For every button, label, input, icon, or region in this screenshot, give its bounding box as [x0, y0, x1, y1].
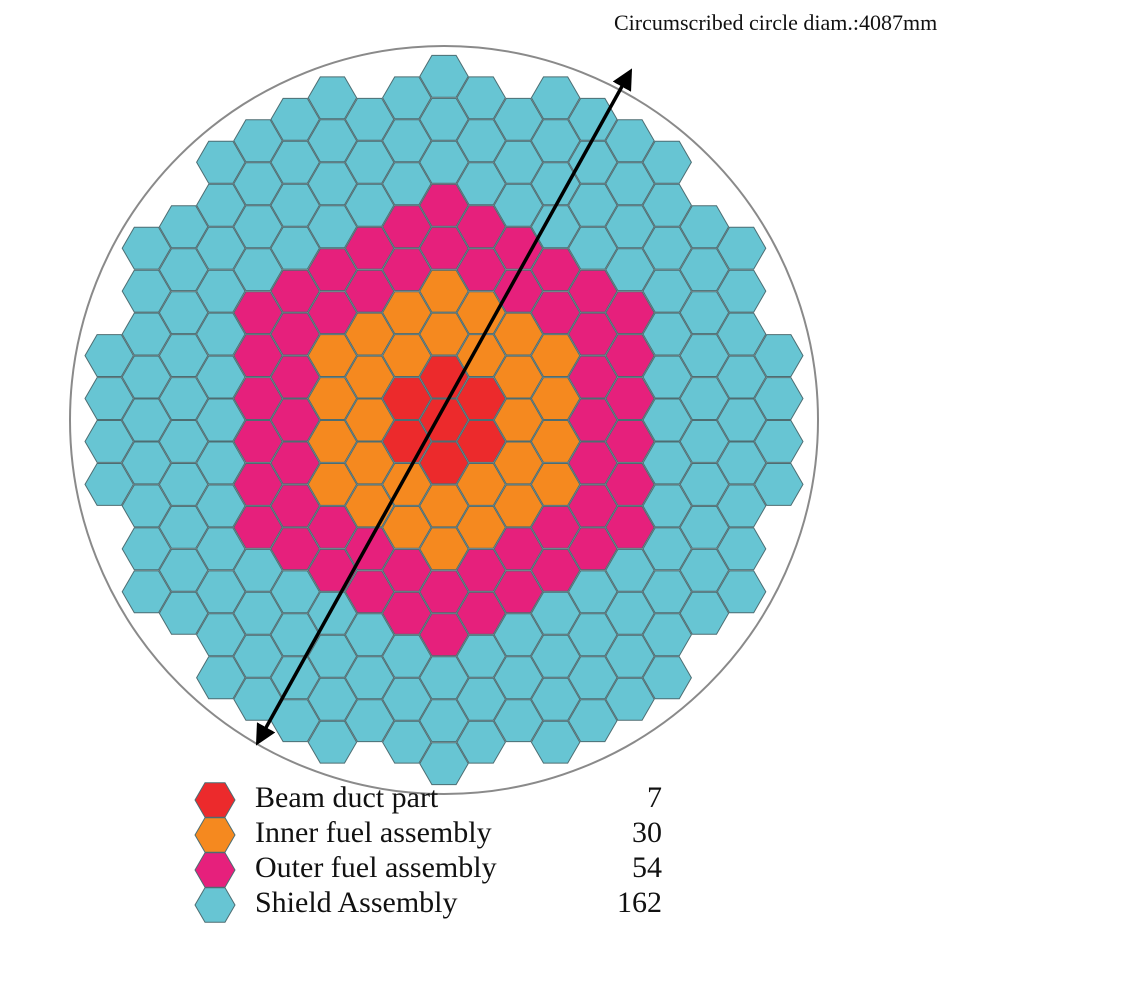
hex-cell	[158, 377, 209, 420]
hex-cell	[196, 484, 246, 528]
hex-cell	[196, 613, 246, 657]
hex-cell	[196, 312, 246, 356]
circumscribed-circle	[69, 45, 819, 795]
hex-cell	[716, 570, 767, 614]
legend-count: 30	[632, 816, 662, 849]
hex-cell	[679, 463, 730, 506]
hex-cell	[679, 548, 730, 592]
hex-grid	[84, 54, 804, 786]
legend-swatch	[194, 852, 236, 888]
hex-cell	[679, 377, 730, 420]
hex-cell	[196, 183, 246, 227]
hex-cell	[679, 505, 730, 549]
hex-cell	[84, 334, 134, 377]
hex-cell	[679, 420, 730, 463]
hex-cell	[84, 420, 134, 463]
hex-cell	[158, 591, 209, 635]
diameter-arrow	[255, 68, 633, 746]
hex-cell	[84, 463, 134, 506]
hex-cell	[642, 140, 692, 184]
hex-cell	[679, 591, 730, 635]
hex-cell	[196, 527, 246, 571]
legend-count: 7	[647, 781, 662, 814]
hex-cell	[158, 548, 209, 592]
hex-cell	[642, 226, 692, 270]
hex-cell	[196, 441, 246, 485]
hex-cell	[196, 140, 246, 184]
hex-cell	[121, 226, 172, 270]
hex-cell	[642, 527, 692, 571]
hex-cell	[158, 420, 209, 463]
hex-cell	[716, 269, 767, 313]
hex-cell	[716, 355, 767, 399]
hex-cell	[642, 269, 692, 313]
hex-cell	[716, 527, 767, 571]
hex-cell	[196, 570, 246, 614]
legend-label: Beam duct part	[255, 781, 439, 814]
hex-cell	[158, 291, 209, 335]
hex-cell	[754, 377, 804, 420]
legend-label: Inner fuel assembly	[255, 816, 492, 849]
hex-cell	[642, 312, 692, 356]
hex-cell	[716, 441, 767, 485]
hex-cell	[642, 441, 692, 485]
hex-cell	[121, 355, 172, 399]
annotation: Circumscribed circle diam.:4087mm	[614, 10, 937, 35]
hex-cell	[121, 527, 172, 571]
hex-cell	[121, 398, 172, 442]
hex-cell	[196, 355, 246, 399]
legend-count: 162	[617, 886, 662, 919]
hex-cell	[642, 484, 692, 528]
hex-cell	[196, 269, 246, 313]
hex-cell	[642, 183, 692, 227]
hex-cell	[716, 226, 767, 270]
hex-cell	[121, 441, 172, 485]
hex-cell	[121, 570, 172, 614]
hex-cell	[121, 269, 172, 313]
hex-cell	[754, 463, 804, 506]
legend-count: 54	[632, 851, 662, 884]
hex-cell	[196, 226, 246, 270]
hex-cell	[754, 334, 804, 377]
legend-swatch	[194, 782, 236, 818]
hex-cell	[679, 205, 730, 249]
legend-swatch	[194, 887, 236, 923]
hex-cell	[642, 656, 692, 700]
hex-cell	[158, 334, 209, 377]
hex-cell	[716, 312, 767, 356]
hex-cell	[754, 420, 804, 463]
hex-cell	[679, 334, 730, 377]
hex-cell	[158, 205, 209, 249]
hex-cell	[679, 248, 730, 292]
hex-cell	[158, 463, 209, 506]
legend-label: Shield Assembly	[255, 886, 458, 919]
legend-label: Outer fuel assembly	[255, 851, 497, 884]
legend-swatch	[194, 817, 236, 853]
hex-cell	[642, 613, 692, 657]
hex-cell	[121, 312, 172, 356]
hex-cell	[196, 656, 246, 700]
hex-cell	[84, 377, 134, 420]
hex-cell	[642, 398, 692, 442]
hex-cell	[716, 484, 767, 528]
hex-cell	[716, 398, 767, 442]
hex-cell	[642, 355, 692, 399]
hex-cell	[196, 398, 246, 442]
legend: Beam duct part 7 Inner fuel assembly 30 Oute…	[194, 781, 662, 923]
hex-cell	[158, 248, 209, 292]
hex-cell	[158, 505, 209, 549]
hex-cell	[642, 570, 692, 614]
hex-cell	[121, 484, 172, 528]
hex-cell	[679, 291, 730, 335]
